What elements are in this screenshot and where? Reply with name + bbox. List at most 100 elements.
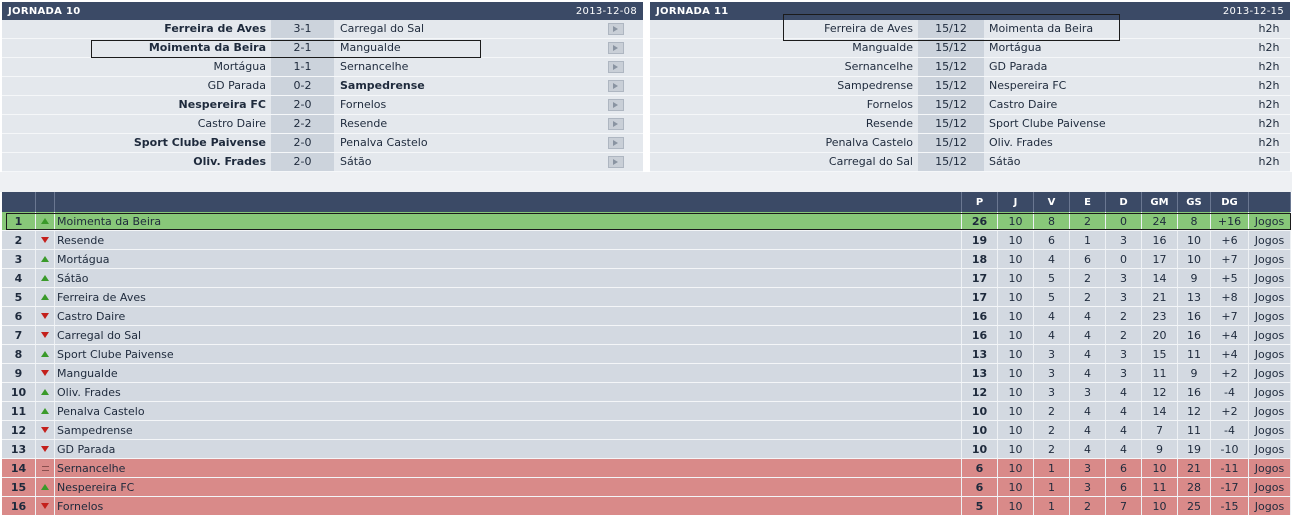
header-goals-against[interactable]: GS <box>1178 192 1211 212</box>
header-losses[interactable]: D <box>1106 192 1142 212</box>
video-icon[interactable] <box>608 156 624 168</box>
match-score[interactable]: 2-0 <box>271 134 334 152</box>
games-link[interactable]: Jogos <box>1249 421 1291 439</box>
home-team[interactable]: GD Parada <box>207 79 266 92</box>
home-team[interactable]: Castro Daire <box>197 117 266 130</box>
home-team[interactable]: Ferreira de Aves <box>824 22 913 35</box>
header-wins[interactable]: V <box>1034 192 1070 212</box>
team-name[interactable]: Resende <box>55 231 962 249</box>
h2h-link[interactable]: h2h <box>1258 136 1280 149</box>
points: 10 <box>962 421 998 439</box>
away-team[interactable]: Resende <box>340 117 388 130</box>
away-team[interactable]: Mangualde <box>340 41 401 54</box>
header-draws[interactable]: E <box>1070 192 1106 212</box>
team-name[interactable]: Sernancelhe <box>55 459 962 477</box>
home-team[interactable]: Carregal do Sal <box>828 155 913 168</box>
team-name[interactable]: Mortágua <box>55 250 962 268</box>
team-name[interactable]: Sampedrense <box>55 421 962 439</box>
match-score[interactable]: 1-1 <box>271 58 334 76</box>
home-team[interactable]: Nespereira FC <box>178 98 266 111</box>
team-name[interactable]: Ferreira de Aves <box>55 288 962 306</box>
games-link[interactable]: Jogos <box>1249 269 1291 287</box>
away-team[interactable]: Sátão <box>989 155 1021 168</box>
games-link[interactable]: Jogos <box>1249 345 1291 363</box>
away-team[interactable]: Sport Clube Paivense <box>989 117 1106 130</box>
match-score[interactable]: 2-0 <box>271 153 334 171</box>
games-link[interactable]: Jogos <box>1249 497 1291 515</box>
header-points[interactable]: P <box>962 192 998 212</box>
away-team[interactable]: Mortágua <box>989 41 1042 54</box>
team-name[interactable]: Sport Clube Paivense <box>55 345 962 363</box>
video-icon[interactable] <box>608 23 624 35</box>
games-link[interactable]: Jogos <box>1249 478 1291 496</box>
home-team[interactable]: Mangualde <box>852 41 913 54</box>
team-name[interactable]: Oliv. Frades <box>55 383 962 401</box>
away-team[interactable]: Moimenta da Beira <box>989 22 1094 35</box>
away-team[interactable]: Sampedrense <box>340 79 425 92</box>
team-name[interactable]: Sátão <box>55 269 962 287</box>
games-link[interactable]: Jogos <box>1249 326 1291 344</box>
home-team[interactable]: Sport Clube Paivense <box>133 136 266 149</box>
away-team[interactable]: Fornelos <box>340 98 387 111</box>
games-link[interactable]: Jogos <box>1249 383 1291 401</box>
home-team[interactable]: Mortágua <box>213 60 267 73</box>
h2h-link[interactable]: h2h <box>1258 98 1280 111</box>
team-name[interactable]: Moimenta da Beira <box>55 212 962 230</box>
away-team[interactable]: Penalva Castelo <box>340 136 428 149</box>
draws: 1 <box>1070 231 1106 249</box>
video-icon[interactable] <box>608 42 624 54</box>
video-icon[interactable] <box>608 99 624 111</box>
team-name[interactable]: Nespereira FC <box>55 478 962 496</box>
games-link[interactable]: Jogos <box>1249 459 1291 477</box>
team-name[interactable]: Fornelos <box>55 497 962 515</box>
games-link[interactable]: Jogos <box>1249 440 1291 458</box>
games-link[interactable]: Jogos <box>1249 402 1291 420</box>
match-score[interactable]: 2-2 <box>271 115 334 133</box>
away-team[interactable]: Oliv. Frades <box>989 136 1053 149</box>
h2h-link[interactable]: h2h <box>1258 155 1280 168</box>
match-score[interactable]: 2-1 <box>271 39 334 57</box>
away-team[interactable]: Sernancelhe <box>340 60 409 73</box>
away-team[interactable]: GD Parada <box>989 60 1048 73</box>
match-score[interactable]: 2-0 <box>271 96 334 114</box>
team-name[interactable]: GD Parada <box>55 440 962 458</box>
h2h-link[interactable]: h2h <box>1258 117 1280 130</box>
games-link[interactable]: Jogos <box>1249 364 1291 382</box>
games-link[interactable]: Jogos <box>1249 212 1291 230</box>
h2h-link[interactable]: h2h <box>1258 22 1280 35</box>
h2h-link[interactable]: h2h <box>1258 79 1280 92</box>
match-score[interactable]: 3-1 <box>271 20 334 38</box>
away-team[interactable]: Castro Daire <box>989 98 1058 111</box>
games-link[interactable]: Jogos <box>1249 231 1291 249</box>
team-name[interactable]: Carregal do Sal <box>55 326 962 344</box>
video-icon[interactable] <box>608 137 624 149</box>
home-team[interactable]: Sernancelhe <box>844 60 913 73</box>
home-team[interactable]: Oliv. Frades <box>193 155 266 168</box>
header-goal-diff[interactable]: DG <box>1211 192 1249 212</box>
header-played[interactable]: J <box>998 192 1034 212</box>
games-link[interactable]: Jogos <box>1249 288 1291 306</box>
played: 10 <box>998 288 1034 306</box>
away-team[interactable]: Sátão <box>340 155 372 168</box>
home-team[interactable]: Fornelos <box>866 98 913 111</box>
games-link[interactable]: Jogos <box>1249 307 1291 325</box>
home-team[interactable]: Penalva Castelo <box>825 136 913 149</box>
games-link[interactable]: Jogos <box>1249 250 1291 268</box>
team-name[interactable]: Castro Daire <box>55 307 962 325</box>
home-team[interactable]: Ferreira de Aves <box>164 22 266 35</box>
h2h-link[interactable]: h2h <box>1258 60 1280 73</box>
team-name[interactable]: Mangualde <box>55 364 962 382</box>
h2h-link[interactable]: h2h <box>1258 41 1280 54</box>
home-team[interactable]: Resende <box>865 117 913 130</box>
team-name[interactable]: Penalva Castelo <box>55 402 962 420</box>
video-icon[interactable] <box>608 61 624 73</box>
away-team[interactable]: Carregal do Sal <box>340 22 425 35</box>
away-team[interactable]: Nespereira FC <box>989 79 1067 92</box>
header-goals-for[interactable]: GM <box>1142 192 1178 212</box>
home-team[interactable]: Moimenta da Beira <box>148 41 266 54</box>
home-team[interactable]: Sampedrense <box>837 79 913 92</box>
goals-for: 23 <box>1142 307 1178 325</box>
video-icon[interactable] <box>608 80 624 92</box>
video-icon[interactable] <box>608 118 624 130</box>
match-score[interactable]: 0-2 <box>271 77 334 95</box>
